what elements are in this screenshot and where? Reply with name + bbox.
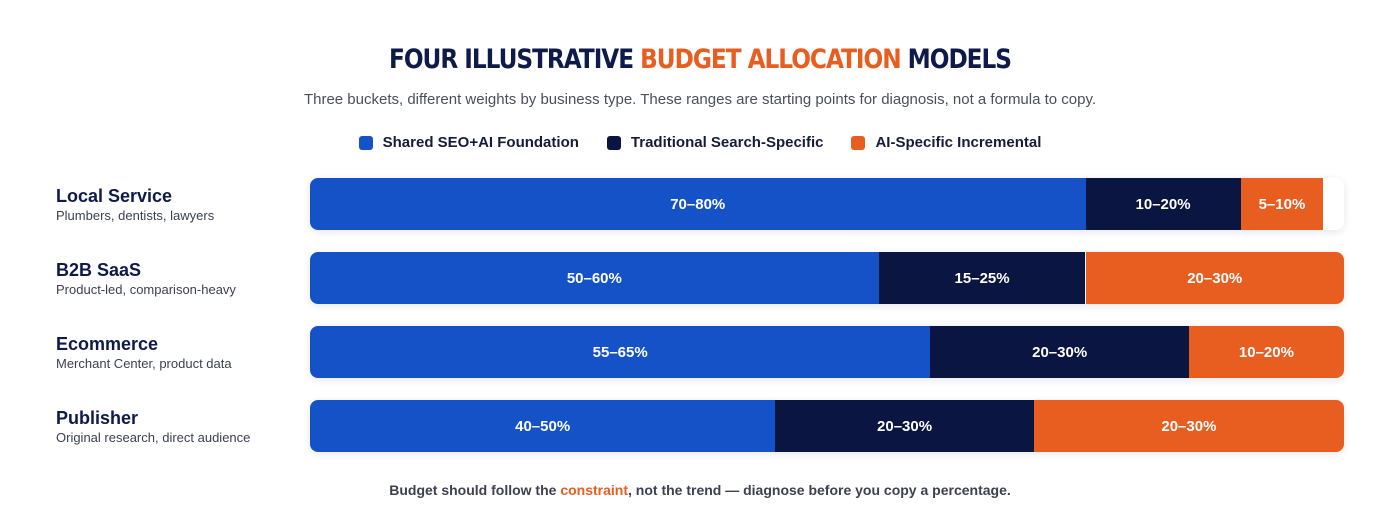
bar-segment-ai: 10–20% — [1188, 326, 1344, 378]
bar-track-b2b-saas: 50–60% 15–25% 20–30% — [310, 252, 1344, 304]
bar-segment-shared: 55–65% — [310, 326, 931, 378]
bar-value-label: 20–30% — [1032, 343, 1088, 361]
row-description: Plumbers, dentists, lawyers — [56, 208, 215, 223]
bar-track-local-service: 70–80% 10–20% 5–10% — [310, 178, 1344, 230]
footer-highlight: constraint — [560, 482, 629, 498]
bar-track-ecommerce: 55–65% 20–30% 10–20% — [310, 326, 1344, 378]
footer-before: Budget should follow the — [389, 482, 561, 498]
bar-segment-traditional: 10–20% — [1085, 178, 1241, 230]
legend-swatch-traditional — [606, 135, 621, 150]
bar-segment-traditional: 20–30% — [775, 400, 1034, 452]
bar-segment-ai: 20–30% — [1085, 252, 1344, 304]
footer-after: , not the trend — diagnose before you co… — [628, 482, 1011, 498]
bar-segment-traditional: 20–30% — [930, 326, 1189, 378]
bar-value-label: 10–20% — [1238, 343, 1294, 361]
legend-item-ai: AI-Specific Incremental — [851, 134, 1041, 151]
bar-value-label: 5–10% — [1258, 195, 1306, 213]
chart-title: FOUR ILLUSTRATIVE BUDGET ALLOCATION MODE… — [98, 42, 1302, 78]
footer-note: Budget should follow the constraint, not… — [0, 480, 1400, 500]
bar-value-label: 55–65% — [592, 343, 648, 361]
chart-subtitle: Three buckets, different weights by busi… — [303, 91, 1097, 108]
bar-value-label: 20–30% — [1187, 269, 1243, 287]
bar-value-label: 10–20% — [1135, 195, 1191, 213]
bar-segment-ai: 5–10% — [1240, 178, 1324, 230]
bar-value-label: 70–80% — [670, 195, 726, 213]
row-description: Merchant Center, product data — [56, 356, 232, 371]
legend-label-traditional: Traditional Search-Specific — [630, 134, 824, 151]
legend-swatch-ai — [851, 135, 866, 150]
row-label-local-service: Local Service Plumbers, dentists, lawyers — [56, 185, 214, 225]
bar-value-label: 50–60% — [566, 269, 622, 287]
title-highlight: BUDGET ALLOCATION — [640, 44, 902, 75]
legend-item-traditional: Traditional Search-Specific — [606, 134, 824, 151]
row-name: Local Service — [56, 186, 173, 206]
legend-label-shared: Shared SEO+AI Foundation — [382, 134, 579, 151]
row-name: Ecommerce — [56, 334, 159, 354]
bar-segment-shared: 50–60% — [310, 252, 879, 304]
bar-segment-ai: 20–30% — [1033, 400, 1344, 452]
legend-label-ai: AI-Specific Incremental — [875, 134, 1042, 151]
legend: Shared SEO+AI Foundation Traditional Sea… — [0, 134, 1400, 151]
legend-item-shared: Shared SEO+AI Foundation — [358, 134, 579, 151]
title-part2: MODELS — [900, 44, 1012, 75]
row-description: Product-led, comparison-heavy — [56, 282, 236, 297]
row-label-b2b-saas: B2B SaaS Product-led, comparison-heavy — [56, 259, 236, 299]
row-description: Original research, direct audience — [56, 430, 251, 445]
bar-segment-shared: 70–80% — [310, 178, 1086, 230]
row-name: B2B SaaS — [56, 260, 142, 280]
bar-value-label: 40–50% — [515, 417, 571, 435]
legend-swatch-shared — [358, 135, 373, 150]
bar-track-publisher: 40–50% 20–30% 20–30% — [310, 400, 1344, 452]
bar-value-label: 15–25% — [954, 269, 1010, 287]
bar-value-label: 20–30% — [1161, 417, 1217, 435]
bar-segment-shared: 40–50% — [310, 400, 776, 452]
row-label-publisher: Publisher Original research, direct audie… — [56, 407, 250, 447]
bar-value-label: 20–30% — [877, 417, 933, 435]
row-label-ecommerce: Ecommerce Merchant Center, product data — [56, 333, 232, 373]
row-name: Publisher — [56, 408, 139, 428]
title-part1: FOUR ILLUSTRATIVE — [389, 44, 641, 75]
bar-segment-traditional: 15–25% — [878, 252, 1086, 304]
